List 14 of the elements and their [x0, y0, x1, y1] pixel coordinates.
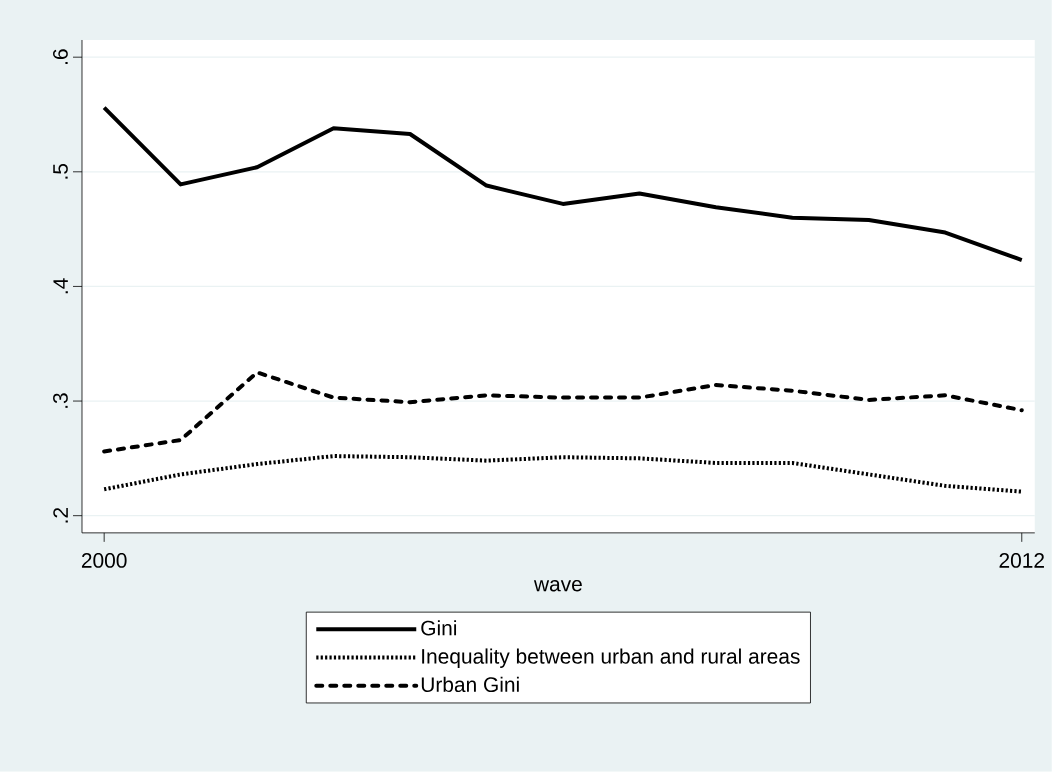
x-tick-label: 2012 [999, 553, 1044, 568]
legend-label: Urban Gini [421, 676, 519, 693]
line-series [102, 454, 1024, 494]
y-tick-label: .2 [53, 508, 68, 523]
legend-label: Inequality between urban and rural areas [422, 648, 800, 668]
x-tick-label: 2000 [81, 553, 127, 568]
y-tick-label: .6 [53, 49, 68, 65]
y-tick-label: .3 [53, 393, 68, 408]
y-tick-label: .4 [53, 278, 68, 294]
line-series [102, 370, 1024, 454]
legend-label: Gini [421, 620, 457, 636]
y-tick-label: .5 [53, 164, 68, 179]
x-axis-title: wave [533, 580, 582, 592]
line-series [102, 105, 1024, 263]
